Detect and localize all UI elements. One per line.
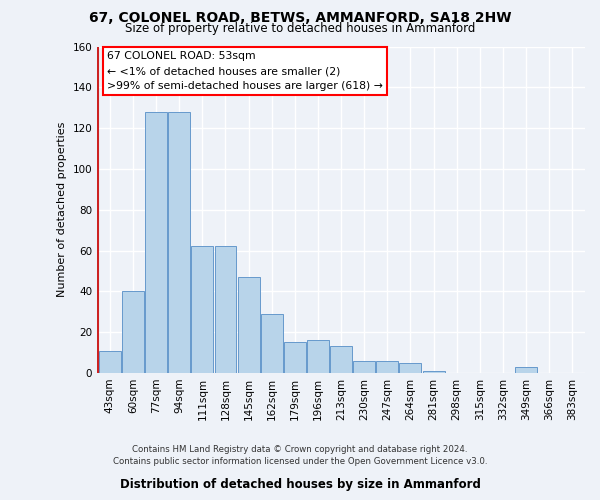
Text: Contains HM Land Registry data © Crown copyright and database right 2024.
Contai: Contains HM Land Registry data © Crown c… [113, 445, 487, 466]
Bar [376, 361, 398, 373]
Bar [122, 292, 144, 373]
Bar [400, 363, 421, 373]
Text: Distribution of detached houses by size in Ammanford: Distribution of detached houses by size … [119, 478, 481, 491]
Text: 67 COLONEL ROAD: 53sqm
← <1% of detached houses are smaller (2)
>99% of semi-det: 67 COLONEL ROAD: 53sqm ← <1% of detached… [107, 52, 383, 91]
Bar [261, 314, 283, 373]
Text: 67, COLONEL ROAD, BETWS, AMMANFORD, SA18 2HW: 67, COLONEL ROAD, BETWS, AMMANFORD, SA18… [89, 11, 511, 25]
Bar [284, 342, 306, 373]
Bar [307, 340, 329, 373]
Bar [168, 112, 190, 373]
Bar [191, 246, 214, 373]
Bar [99, 350, 121, 373]
Bar [238, 277, 260, 373]
Bar [145, 112, 167, 373]
Text: Size of property relative to detached houses in Ammanford: Size of property relative to detached ho… [125, 22, 475, 35]
Y-axis label: Number of detached properties: Number of detached properties [57, 122, 67, 298]
Bar [215, 246, 236, 373]
Bar [422, 371, 445, 373]
Bar [515, 367, 537, 373]
Bar [353, 361, 375, 373]
Bar [330, 346, 352, 373]
